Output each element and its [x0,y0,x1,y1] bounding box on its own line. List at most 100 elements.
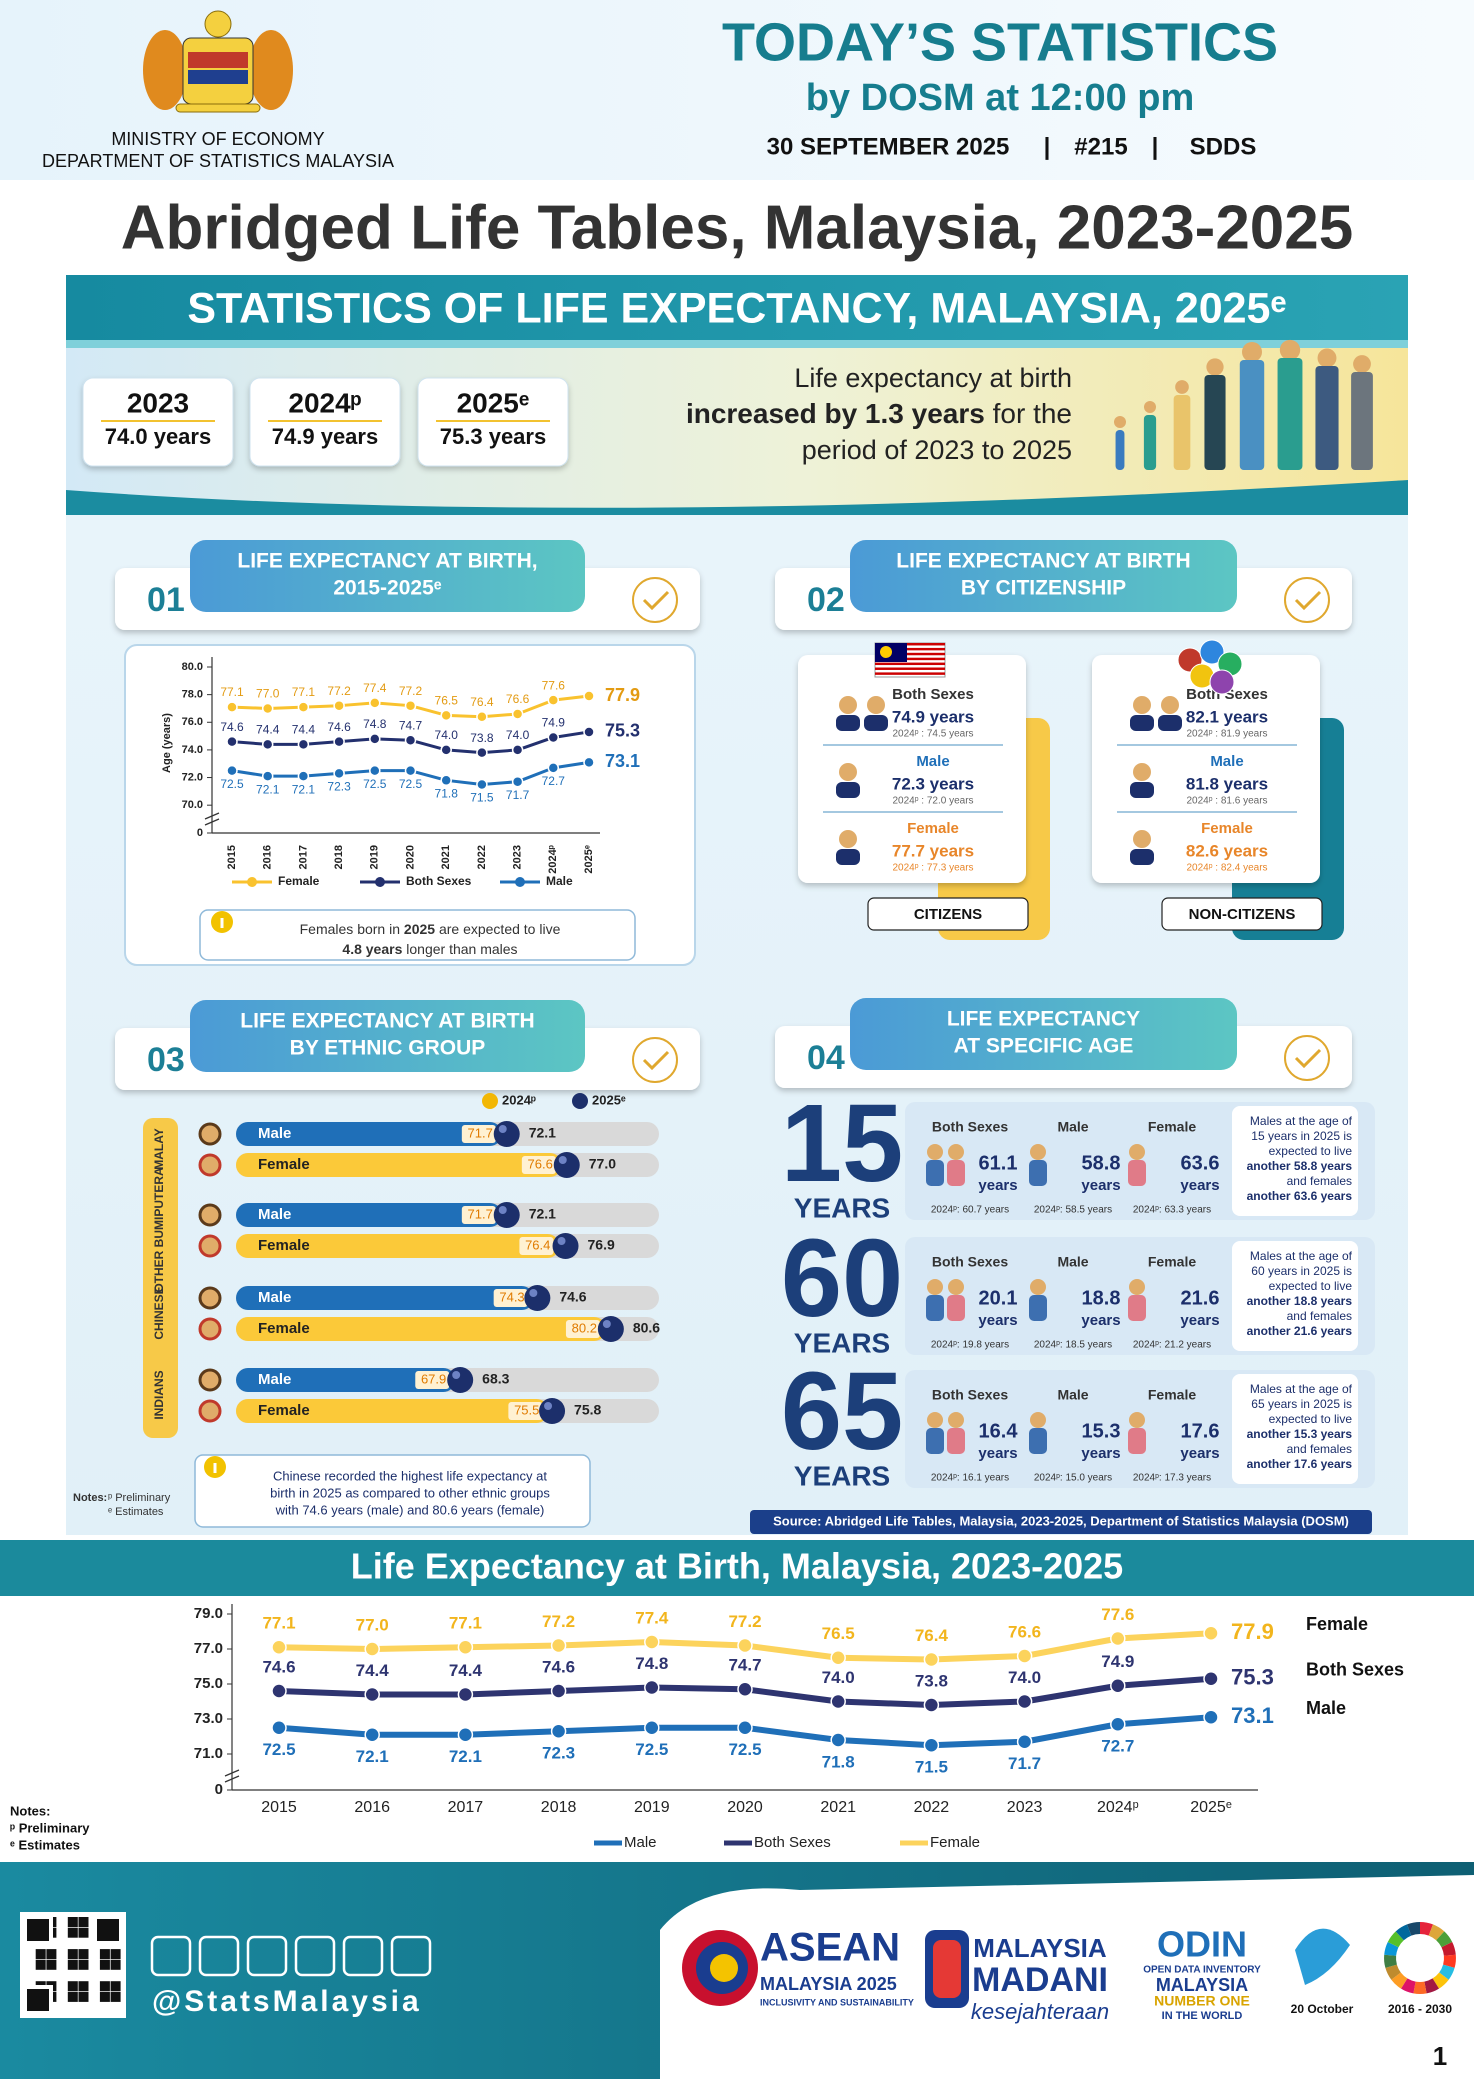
marker-shine [558,1156,567,1164]
bar [236,1203,502,1227]
age-previous: 2024ᵖ: 60.7 years [931,1205,1009,1216]
x-tick-label: 2021 [440,845,452,869]
person-icon-body [1130,715,1154,731]
data-label: 72.5 [262,1740,295,1759]
data-label: 76.4 [915,1626,949,1645]
age-note: and females [1287,1309,1352,1323]
card-label: CITIZENS [914,906,982,923]
data-label: 77.1 [292,685,316,699]
note-icon-mark [213,1463,217,1473]
age-value: 20.1 [979,1287,1018,1309]
person-icon-head [1133,830,1151,848]
notes: ᵖ Preliminary [108,1492,171,1504]
age-icon-head [927,1144,943,1160]
group-previous: 2024ᵖ : 72.0 years [892,796,973,807]
header-title: TODAY’S STATISTICS [722,12,1278,72]
bar [236,1153,562,1177]
x-tick-label: 2025ᵉ [583,845,595,874]
data-label: 77.2 [399,684,423,698]
age-value: 16.4 [979,1420,1019,1442]
value-tag [521,1156,556,1174]
y-tick-label: 72.0 [182,771,203,783]
data-label: 72.5 [399,777,423,791]
age-value: 15.3 [1082,1420,1121,1442]
section-header-pill [850,540,1237,612]
value-2025: 80.6 [633,1320,660,1336]
sdg-years: 2016 - 2030 [1388,2002,1452,2016]
summary-rest: for the [985,398,1072,429]
marker-2025 [493,1121,520,1147]
age-note: Males at the age of [1250,1249,1353,1263]
data-point [1016,1648,1033,1664]
data-point [261,738,274,751]
qr-cell [67,1981,78,1992]
section-title: LIFE EXPECTANCY AT BIRTH, [237,550,537,573]
data-label: 77.2 [542,1612,575,1631]
data-label: 74.4 [356,1661,390,1680]
data-label: 77.6 [542,678,566,692]
data-point [271,1720,287,1736]
age-previous: 2024ᵖ: 18.5 years [1034,1340,1112,1351]
data-point [1110,1716,1126,1732]
data-label: 72.1 [356,1747,389,1766]
qr-cell [110,1959,121,1970]
data-label: 72.1 [256,782,280,796]
person-head [1317,348,1337,368]
data-label: 77.1 [449,1614,482,1633]
age-note: and females [1287,1442,1352,1456]
data-label: 72.5 [363,777,387,791]
x-tick-label: 2017 [297,845,309,869]
header-date: 30 SEPTEMBER 2025 [767,133,1010,160]
data-point [547,694,560,706]
x-tick-label: 2024ᵖ [547,844,559,873]
value-tag [415,1371,450,1389]
social-icon [342,1935,384,1977]
flag-stripe [875,672,945,675]
qr-cell [78,1981,89,1992]
data-label: 77.6 [1101,1605,1134,1624]
sdg-wheel [1387,1931,1404,1948]
age-note-box [1232,1241,1358,1351]
data-point [364,1641,380,1657]
data-label: 76.5 [435,694,459,708]
data-point [297,701,310,713]
department: DEPARTMENT OF STATISTICS MALAYSIA [42,151,394,171]
social-icon [198,1935,240,1977]
value-2025: 68.3 [482,1371,509,1387]
qr-cell [99,1949,110,1960]
qr-cell [110,1991,121,2002]
data-label: 72.7 [542,774,566,788]
qr-cell [110,1981,121,1992]
marker-2025 [553,1152,580,1178]
x-tick-label: 2024ᵖ [1097,1799,1139,1816]
section-title: 2015-2025ᵉ [333,577,441,600]
qr-cell [67,1959,78,1970]
note-line: with 74.6 years (male) and 80.6 years (f… [275,1502,545,1517]
summary-highlight: increased by 1.3 years [686,398,985,429]
data-point [457,1727,474,1743]
value-2024: 71.7 [468,1206,493,1221]
data-point [261,702,274,715]
data-label: 71.7 [1008,1754,1041,1773]
section-header-pill [850,998,1237,1070]
sdg-wheel [1413,1981,1427,1995]
group-value: 72.3 years [892,774,974,793]
section-icon [1284,1035,1330,1081]
data-label: 76.6 [506,692,530,706]
series-name: Both Sexes [1306,1660,1404,1680]
age-previous: 2024ᵖ: 16.1 years [931,1473,1009,1484]
age-icon-head [1030,1412,1046,1428]
data-point [737,1681,753,1697]
qr-cell [35,1959,46,1970]
person-body [1351,372,1373,470]
data-label: 71.7 [506,788,530,802]
social-icon [246,1935,288,1977]
person-head [1242,342,1262,362]
sdg-wheel [1391,1972,1408,1989]
data-point [830,1650,846,1666]
marker-shine [544,1402,553,1410]
age-column: Male [1057,1254,1088,1270]
data-point [511,708,524,720]
age-note: Males at the age of [1250,1114,1353,1128]
summary-year: 2024ᵖ [288,387,361,418]
